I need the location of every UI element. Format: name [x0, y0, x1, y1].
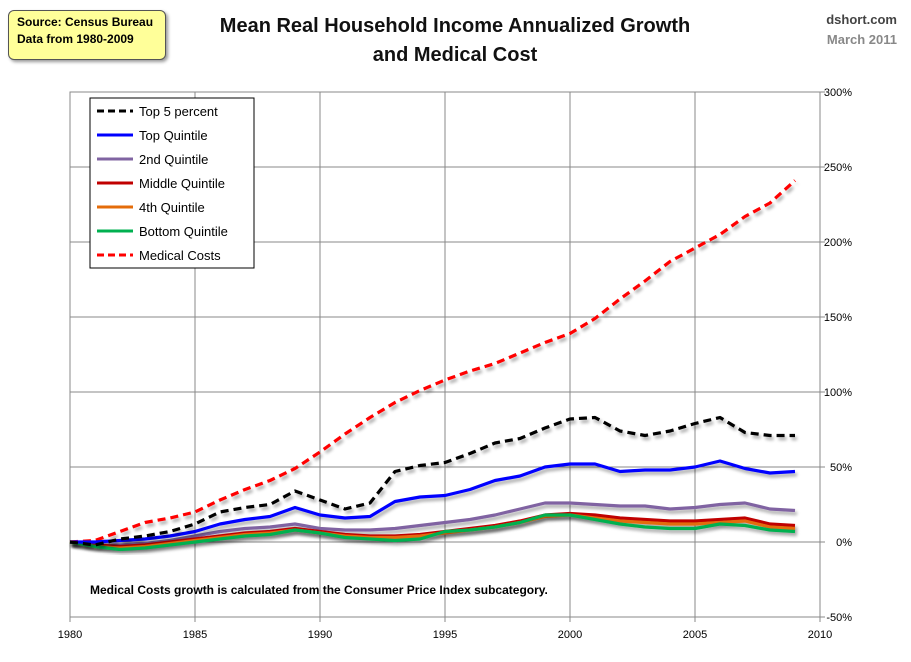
legend-label: Top 5 percent: [139, 104, 218, 119]
legend-label: Middle Quintile: [139, 176, 225, 191]
legend-label: Bottom Quintile: [139, 224, 228, 239]
x-tick-label: 2000: [558, 629, 582, 641]
series-line-2nd-quintile: [69, 501, 796, 547]
x-tick-label: 2005: [683, 629, 707, 641]
x-tick-label: 1990: [308, 629, 332, 641]
legend-label: Top Quintile: [139, 128, 208, 143]
chart-note: Medical Costs growth is calculated from …: [90, 583, 548, 597]
y-tick-label: 150%: [824, 312, 852, 324]
x-tick-label: 1995: [433, 629, 457, 641]
y-tick-label: 250%: [824, 162, 852, 174]
x-tick-label: 1980: [58, 629, 82, 641]
title-line-1: Mean Real Household Income Annualized Gr…: [219, 15, 691, 37]
title-line-2: and Medical Cost: [372, 44, 538, 66]
legend-label: 2nd Quintile: [139, 152, 208, 167]
y-tick-label: -50%: [826, 612, 852, 624]
source-box: Source: Census Bureau Data from 1980-200…: [8, 10, 166, 60]
legend-label: Medical Costs: [139, 248, 221, 263]
series-line-bottom-quintile: [69, 513, 796, 552]
source-range: Data from 1980-2009: [17, 32, 134, 46]
series-line-top-5-percent: [69, 415, 795, 547]
attribution: dshort.com March 2011: [826, 10, 897, 50]
x-tick-label: 1985: [183, 629, 207, 641]
series-line-top-quintile: [70, 459, 796, 544]
y-tick-label: 300%: [824, 87, 852, 99]
chart-title: Mean Real Household Income Annualized Gr…: [180, 12, 730, 70]
attribution-site: dshort.com: [826, 12, 897, 27]
y-tick-label: 50%: [830, 462, 852, 474]
y-tick-label: 100%: [824, 387, 852, 399]
attribution-date: March 2011: [826, 32, 897, 47]
x-tick-label: 2010: [808, 629, 832, 641]
y-tick-label: 200%: [824, 237, 852, 249]
y-tick-label: 0%: [836, 537, 852, 549]
legend-label: 4th Quintile: [139, 200, 205, 215]
source-line: Source: Census Bureau: [17, 15, 154, 29]
